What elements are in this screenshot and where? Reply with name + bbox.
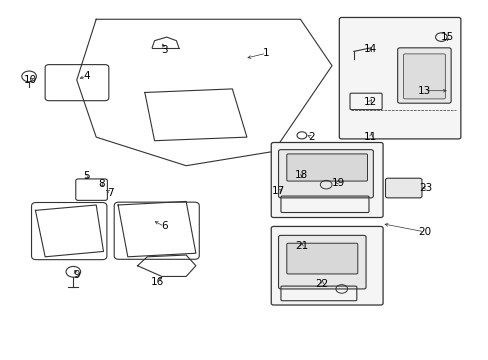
Text: 3: 3: [161, 45, 167, 55]
Text: 1: 1: [263, 48, 269, 58]
Text: 22: 22: [315, 279, 328, 289]
FancyBboxPatch shape: [385, 178, 421, 198]
Text: 17: 17: [271, 186, 285, 197]
FancyBboxPatch shape: [403, 54, 445, 99]
Text: 10: 10: [24, 75, 37, 85]
FancyBboxPatch shape: [271, 143, 382, 217]
Text: 13: 13: [417, 86, 430, 96]
Text: 20: 20: [417, 227, 430, 237]
Text: 23: 23: [418, 183, 431, 193]
Text: 15: 15: [440, 32, 453, 42]
Text: 9: 9: [73, 270, 80, 280]
Text: 5: 5: [83, 171, 90, 181]
Text: 21: 21: [295, 241, 308, 251]
Text: 8: 8: [98, 179, 104, 189]
FancyBboxPatch shape: [278, 235, 366, 289]
Text: 12: 12: [363, 97, 376, 107]
Text: 16: 16: [150, 277, 163, 287]
FancyBboxPatch shape: [397, 48, 450, 103]
FancyBboxPatch shape: [278, 150, 372, 198]
Text: 14: 14: [363, 44, 376, 54]
Text: 6: 6: [161, 221, 167, 231]
FancyBboxPatch shape: [286, 243, 357, 274]
FancyBboxPatch shape: [286, 154, 367, 181]
Text: 2: 2: [307, 132, 314, 142]
FancyBboxPatch shape: [339, 18, 460, 139]
Text: 11: 11: [364, 132, 377, 142]
Text: 18: 18: [295, 170, 308, 180]
Text: 4: 4: [83, 71, 90, 81]
Text: 7: 7: [107, 188, 114, 198]
Text: 19: 19: [331, 177, 344, 188]
FancyBboxPatch shape: [271, 226, 382, 305]
